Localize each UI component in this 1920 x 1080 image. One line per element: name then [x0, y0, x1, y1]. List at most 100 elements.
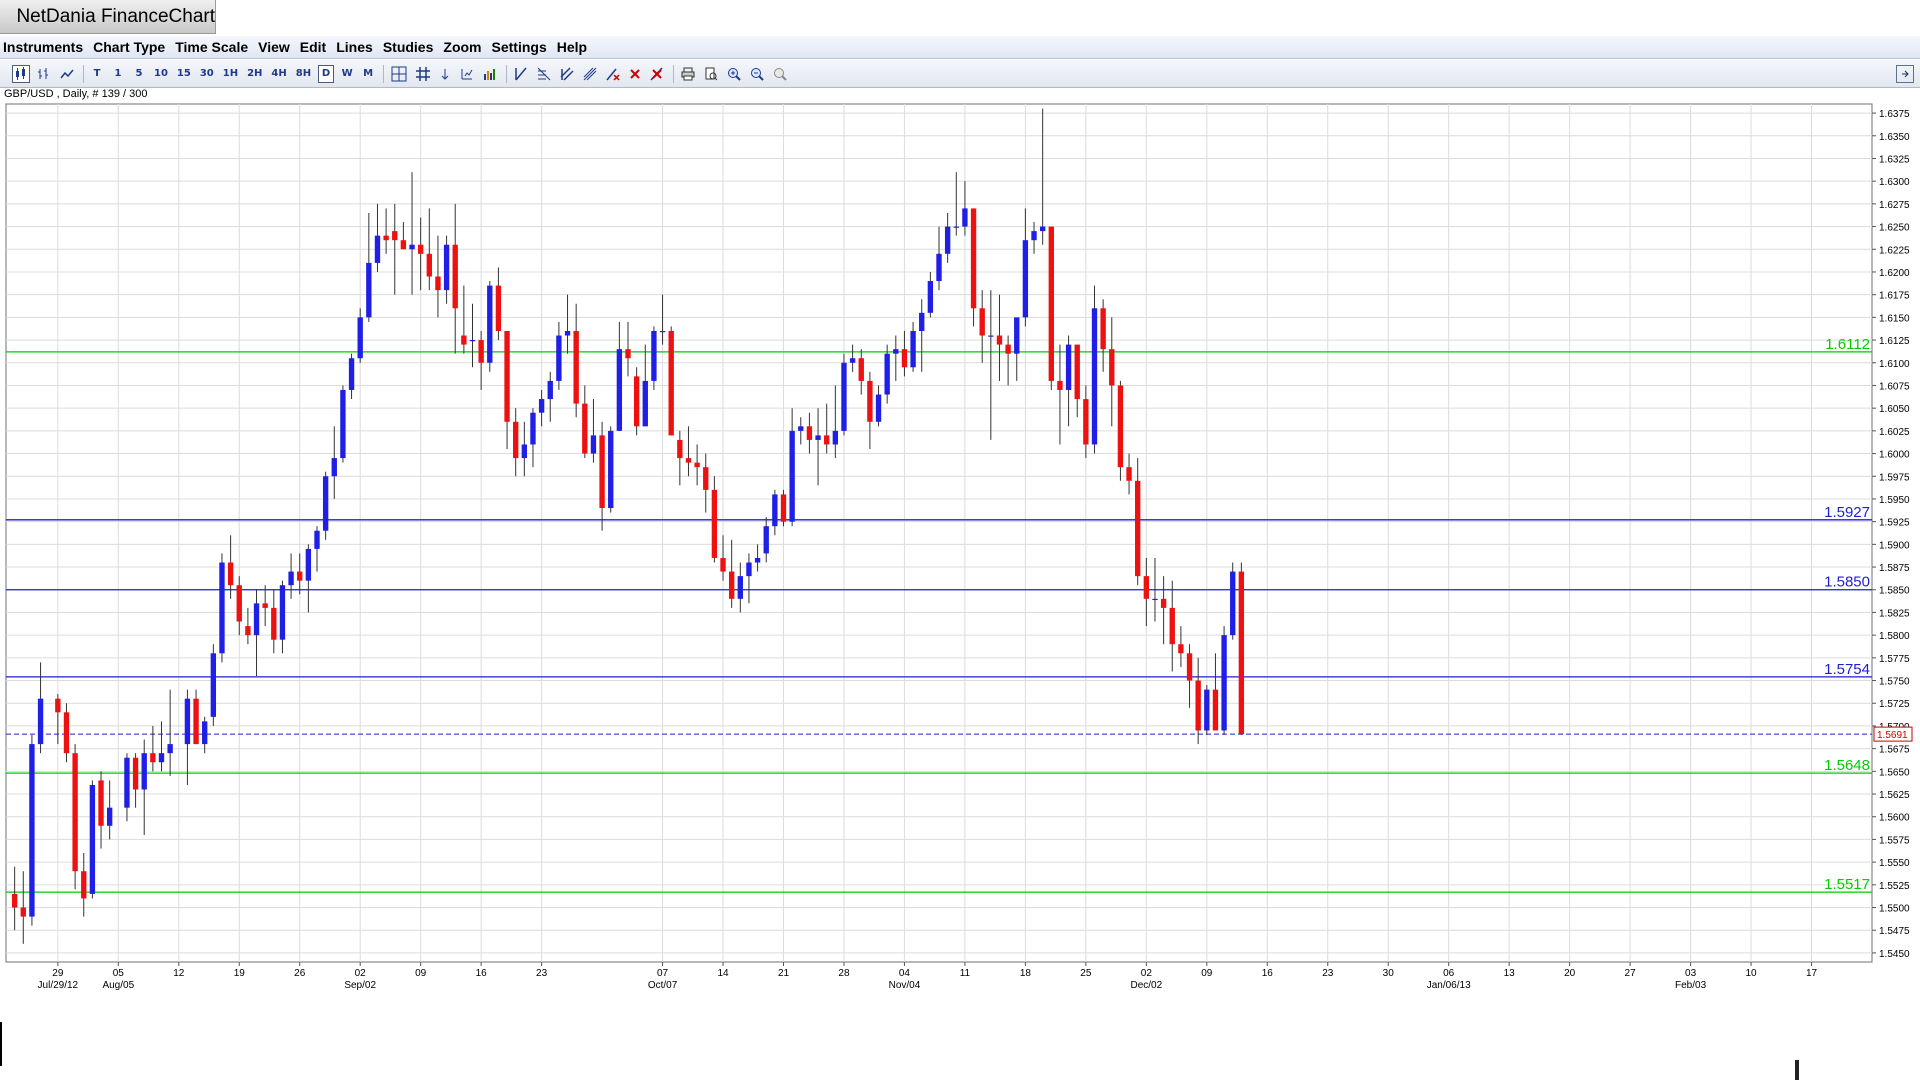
candle [245, 607, 251, 645]
x-tick-label: 27 [1625, 968, 1637, 979]
menu-chart-type[interactable]: Chart Type [93, 39, 166, 55]
candle-body [1014, 317, 1020, 354]
candle [1005, 335, 1011, 386]
channel-icon[interactable] [558, 65, 576, 83]
y-tick-label: 1.5925 [1879, 518, 1910, 529]
menu-bar: Instruments Chart Type Time Scale View E… [0, 36, 1920, 59]
studies-icon[interactable] [458, 65, 476, 83]
menu-instruments[interactable]: Instruments [3, 39, 84, 55]
candle-body [210, 653, 217, 717]
menu-edit[interactable]: Edit [299, 39, 327, 55]
zoom-reset-icon[interactable] [771, 65, 789, 83]
crosshair-icon[interactable] [389, 65, 409, 83]
menu-studies[interactable]: Studies [382, 39, 434, 55]
candle [1057, 344, 1063, 445]
delete-icon[interactable] [627, 65, 643, 83]
timeframe-30min-button[interactable]: 30 [199, 68, 214, 79]
candle [1048, 226, 1054, 390]
candle-body [150, 753, 156, 763]
timeframe-2h-button[interactable]: 2H [247, 68, 263, 79]
zoom-out-icon[interactable] [748, 65, 766, 83]
panel-toggle-icon[interactable] [1896, 65, 1914, 83]
candle-body [996, 335, 1003, 345]
menu-lines[interactable]: Lines [336, 39, 373, 55]
candle-body [11, 893, 18, 908]
candlestick-chart-icon[interactable] [12, 64, 30, 83]
menu-time-scale[interactable]: Time Scale [175, 39, 249, 55]
timeframe-1min-button[interactable]: 1 [114, 68, 122, 79]
timeframe-5min-button[interactable]: 5 [135, 68, 143, 79]
x-date-label: Dec/02 [1130, 980, 1162, 991]
candle [1186, 644, 1193, 708]
timeframe-weekly-button[interactable]: W [341, 68, 353, 79]
candle-body [383, 235, 389, 241]
timeframe-4h-button[interactable]: 4H [271, 68, 287, 79]
timeframe-monthly-button[interactable]: M [363, 68, 374, 79]
zoom-in-icon[interactable] [725, 65, 743, 83]
candle [288, 553, 294, 599]
candle [202, 716, 208, 754]
candle-body [426, 253, 432, 277]
candle-body [875, 394, 882, 422]
menu-settings[interactable]: Settings [491, 39, 547, 55]
candle [625, 321, 631, 377]
candle-body [314, 530, 320, 549]
level-label: 1.5648 [1824, 757, 1870, 774]
candle-body [962, 208, 968, 227]
trendline-icon[interactable] [512, 65, 530, 83]
fibonacci-icon[interactable] [535, 65, 553, 83]
y-tick-label: 1.5750 [1879, 677, 1910, 688]
bar-chart-icon[interactable] [35, 65, 53, 83]
print-preview-icon[interactable] [702, 65, 720, 83]
candle [599, 421, 605, 531]
candle-body [1031, 231, 1037, 241]
menu-zoom[interactable]: Zoom [443, 39, 482, 55]
candle [936, 226, 942, 291]
candle-body [806, 426, 813, 440]
timeframe-tick-button[interactable]: T [93, 68, 101, 79]
candle [720, 535, 726, 581]
candle-body [158, 753, 165, 763]
timeframe-15min-button[interactable]: 15 [176, 68, 191, 79]
candle [279, 580, 286, 654]
candle [711, 476, 718, 563]
candle-body [106, 807, 113, 826]
y-tick-label: 1.6000 [1879, 450, 1910, 461]
candle-body [1039, 226, 1046, 232]
delete-all-icon[interactable] [648, 65, 666, 83]
candle-body [81, 871, 87, 899]
candle [1178, 626, 1184, 667]
menu-help[interactable]: Help [556, 39, 588, 55]
candle [314, 526, 320, 572]
candle [1143, 557, 1150, 627]
volume-icon[interactable] [481, 65, 499, 83]
timeframe-1h-button[interactable]: 1H [222, 68, 239, 79]
last-price-label: 1.5691 [1877, 730, 1908, 741]
candle [400, 222, 407, 250]
candle-body [1169, 607, 1175, 645]
candle [452, 203, 458, 354]
menu-view[interactable]: View [258, 39, 290, 55]
candle [331, 426, 337, 499]
timeframe-8h-button[interactable]: 8H [295, 68, 312, 79]
candle [953, 172, 959, 236]
candle-body [625, 349, 631, 359]
candle [72, 744, 78, 890]
y-tick-label: 1.5525 [1879, 881, 1910, 892]
line-chart-icon[interactable] [58, 65, 76, 83]
timeframe-10min-button[interactable]: 10 [154, 68, 168, 79]
print-icon[interactable] [679, 65, 697, 83]
x-tick-label: 02 [355, 968, 367, 979]
delete-line-icon[interactable] [604, 65, 622, 83]
andrews-pitchfork-icon[interactable] [581, 65, 599, 83]
x-tick-label: 25 [1080, 968, 1092, 979]
candle [469, 303, 476, 368]
timeframe-daily-button[interactable]: D [318, 64, 335, 83]
grid-icon[interactable] [414, 65, 432, 83]
x-date-label: Oct/07 [648, 980, 678, 991]
candle [841, 353, 847, 436]
candle [651, 326, 657, 390]
arrow-icon[interactable] [437, 65, 453, 83]
candle-body [374, 235, 381, 263]
price-chart[interactable]: 1.6112 1.5927 1.5850 1.5754 1.5648 1.5517 1.6… [0, 100, 1920, 1000]
